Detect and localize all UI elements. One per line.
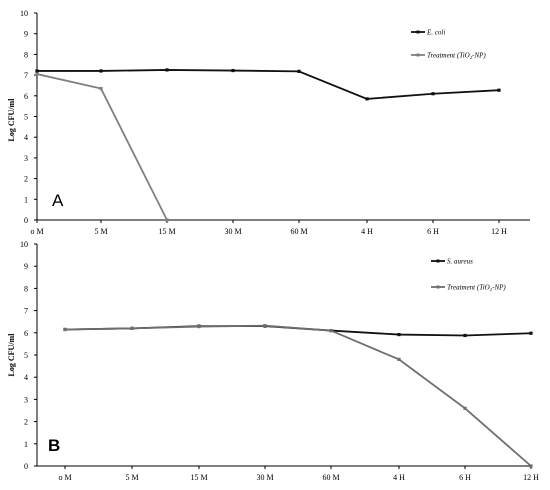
data-point-control: [165, 68, 169, 72]
y-tick-label: 4: [24, 133, 28, 142]
y-axis-label: Log CFU/ml: [7, 98, 16, 142]
data-point-control: [35, 69, 39, 73]
y-tick-label: 4: [24, 373, 28, 382]
data-point-control: [431, 92, 435, 96]
data-point-treatment: [397, 357, 401, 362]
data-point-treatment: [329, 328, 333, 333]
x-tick-label: 5 M: [94, 227, 107, 236]
x-tick-label: 12 H: [523, 473, 539, 482]
y-tick-label: 9: [24, 262, 28, 271]
y-tick-label: 0: [24, 462, 28, 471]
y-tick-label: 8: [24, 50, 28, 59]
panel-label: A: [52, 191, 64, 210]
legend-label-treatment: Treatment (TiO₂-NP): [427, 52, 486, 60]
chart-panel-a: 0 1 2 3 4 5 6 7 8 9 10 o M 5 M 15 M 30 M 60 M 4 H 6 H 12 H…: [7, 9, 530, 236]
y-tick-label: 3: [24, 395, 28, 404]
x-tick-label: 60 M: [322, 473, 339, 482]
y-tick-label: 3: [24, 154, 28, 163]
data-point-treatment: [130, 326, 134, 330]
data-point-control: [497, 88, 501, 92]
x-tick-label: 6 H: [459, 473, 471, 482]
data-point-control: [231, 68, 235, 73]
legend-marker-treatment: [416, 53, 420, 57]
legend-label-treatment: Treatment (TiO₂-NP): [447, 284, 506, 292]
data-point-treatment: [63, 327, 67, 332]
y-tick-label: 10: [20, 9, 28, 18]
x-tick-label: 4 H: [361, 227, 373, 236]
x-tick-label: 5 M: [125, 473, 138, 482]
data-point-control: [397, 332, 401, 337]
y-tick-label: 7: [24, 307, 28, 316]
data-point-treatment: [99, 86, 103, 91]
x-tick-label: 15 M: [158, 227, 175, 236]
data-point-control: [463, 333, 467, 338]
panel-label: B: [48, 436, 60, 455]
y-tick-label: 5: [24, 351, 28, 360]
y-tick-label: 0: [24, 216, 28, 225]
legend-marker-control: [436, 259, 440, 263]
y-tick-label: 9: [24, 30, 28, 39]
data-point-treatment: [263, 324, 267, 328]
y-tick-label: 1: [24, 440, 28, 449]
y-axis-label: Log CFU/ml: [7, 333, 16, 377]
legend-marker-treatment: [436, 285, 440, 289]
legend-label-control: S. aureus: [447, 258, 473, 266]
y-tick-label: 5: [24, 113, 28, 122]
data-point-control: [529, 331, 533, 335]
data-point-control: [99, 69, 103, 73]
y-tick-label: 6: [24, 92, 28, 101]
x-tick-label: 15 M: [190, 473, 207, 482]
y-tick-label: 8: [24, 284, 28, 293]
data-point-treatment: [35, 72, 39, 76]
legend-label-control: E. coli: [426, 29, 445, 37]
x-tick-label: 12 H: [491, 227, 507, 236]
x-tick-label: 4 H: [393, 473, 405, 482]
x-tick-label: 60 M: [290, 227, 307, 236]
data-point-treatment: [165, 218, 169, 222]
x-tick-label: 30 M: [256, 473, 273, 482]
x-tick-label: o M: [30, 227, 43, 236]
legend-marker-control: [416, 30, 420, 34]
series-line-treatment: [64, 324, 532, 467]
data-point-treatment: [463, 406, 467, 410]
y-tick-label: 6: [24, 329, 28, 338]
x-tick-label: 6 H: [427, 227, 439, 236]
y-tick-label: 2: [24, 418, 28, 427]
data-point-control: [297, 69, 301, 73]
chart-panel-b: 0 1 2 3 4 5 6 7 8 9 10 o M 5 M 15 M 30 M 60 M 4 H 6 H 12 H…: [7, 240, 539, 482]
y-tick-label: 10: [20, 240, 28, 249]
data-point-treatment: [529, 464, 533, 468]
y-tick-label: 2: [24, 175, 28, 184]
x-tick-label: o M: [58, 473, 71, 482]
data-point-treatment: [197, 324, 201, 329]
y-tick-label: 1: [24, 195, 28, 204]
x-tick-label: 30 M: [224, 227, 241, 236]
series-line-control: [37, 69, 500, 100]
y-tick-label: 7: [24, 71, 28, 80]
data-point-control: [365, 97, 369, 101]
